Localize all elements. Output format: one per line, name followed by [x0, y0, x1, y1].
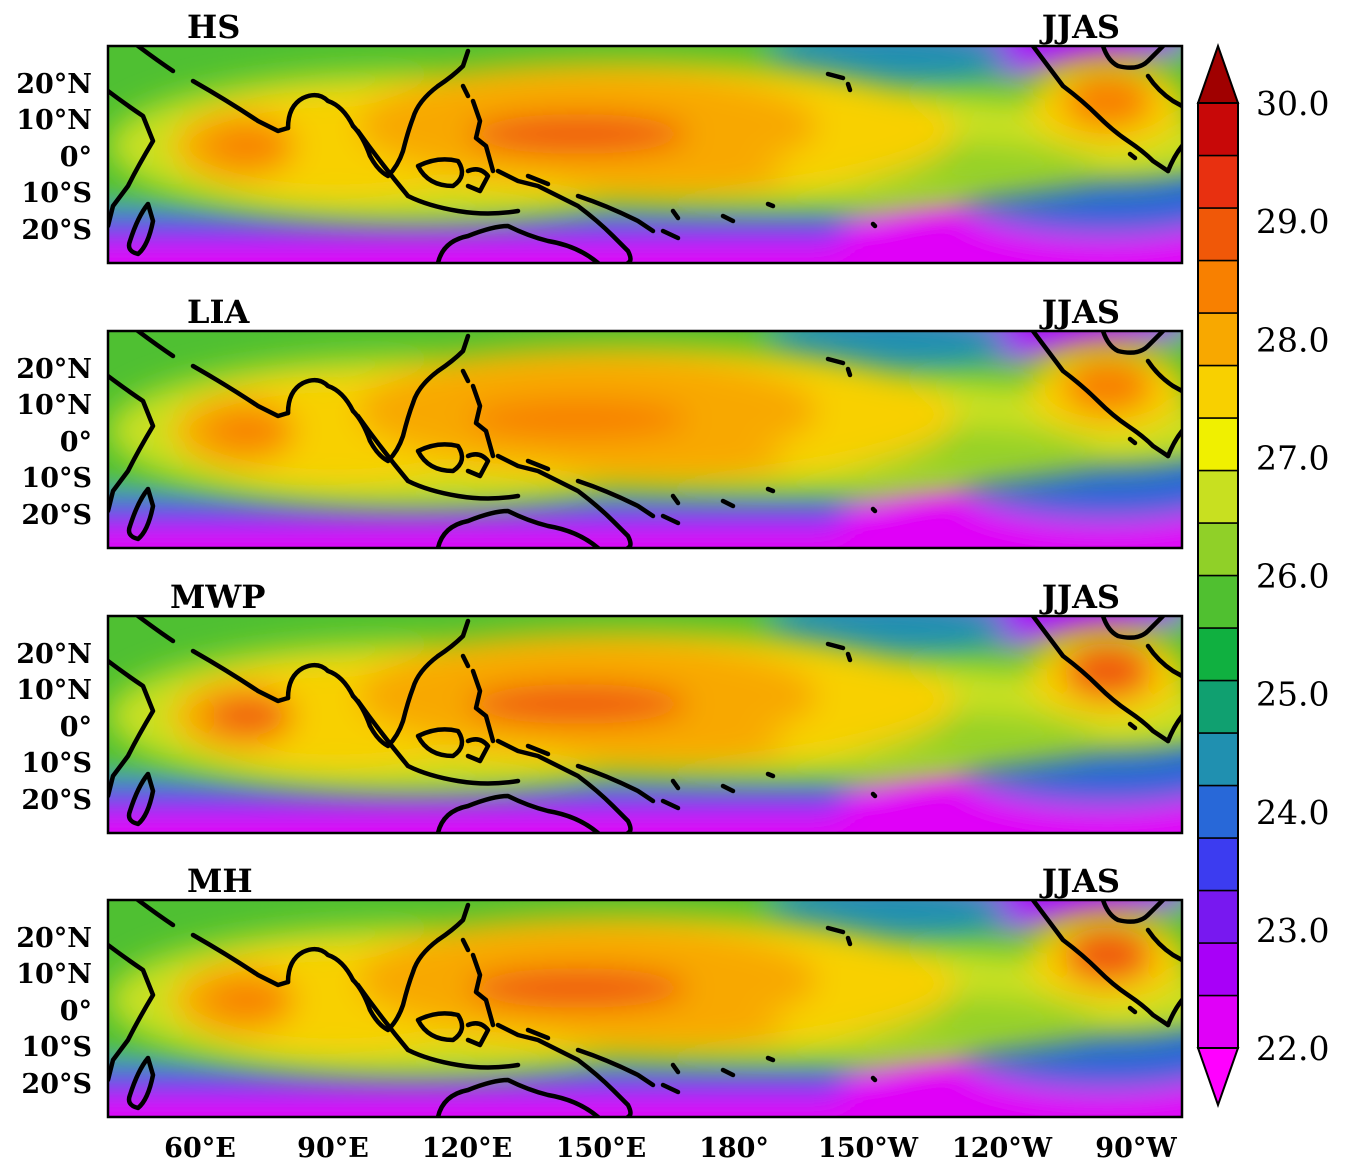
colorbar-bin: [1197, 469, 1239, 524]
lat-tick-label: 10°N: [16, 675, 92, 706]
lat-tick-label: 10°N: [16, 105, 92, 136]
panel-title: MH: [187, 862, 253, 900]
colorbar: 30.0 29.0 28.0 27.0 26.0 25.0 24.0 23.0 22.0: [1196, 42, 1329, 1109]
panel-frame: [106, 44, 1184, 265]
colorbar-bin: [1197, 312, 1239, 367]
lat-tick-label: 20°N: [16, 639, 92, 670]
lat-tick-label: 20°S: [21, 785, 92, 816]
colorbar-bin: [1197, 154, 1239, 209]
panel-frame: [106, 614, 1184, 835]
colorbar-label: 22.0: [1256, 1029, 1329, 1068]
colorbar-label: 25.0: [1256, 675, 1329, 714]
lat-tick-label: 0°: [60, 712, 92, 743]
colorbar-label: 28.0: [1256, 320, 1329, 359]
lon-tick-label: 60°E: [164, 1133, 236, 1164]
lat-tick-label: 0°: [60, 142, 92, 173]
colorbar-bin: [1197, 364, 1239, 419]
colorbar-bin: [1197, 574, 1239, 629]
lon-tick-label: 120°W: [952, 1133, 1053, 1164]
colorbar-under-triangle: [1196, 1047, 1240, 1109]
colorbar-bin: [1197, 837, 1239, 892]
lat-tick-label: 10°N: [16, 959, 92, 990]
colorbar-bin: [1197, 784, 1239, 839]
colorbar-label: 26.0: [1256, 557, 1329, 596]
lat-tick-label: 20°N: [16, 354, 92, 385]
lon-tick-label: 90°W: [1095, 1133, 1177, 1164]
lat-tick-label: 10°S: [21, 748, 92, 779]
lat-tick-label: 20°S: [21, 215, 92, 246]
colorbar-bin: [1197, 417, 1239, 472]
lat-tick-label: 10°N: [16, 390, 92, 421]
panel-mh: MH JJAS 20°N 10°N 0° 10°S 20°S: [16, 862, 1184, 1119]
lat-tick-label: 0°: [60, 996, 92, 1027]
colorbar-over-triangle: [1196, 42, 1240, 104]
lat-tick-label: 10°S: [21, 463, 92, 494]
panel-season-label: JJAS: [1039, 578, 1120, 616]
colorbar-label: 24.0: [1256, 793, 1329, 832]
panel-frame: [106, 329, 1184, 550]
colorbar-bin: [1197, 994, 1239, 1049]
colorbar-bin: [1197, 942, 1239, 997]
panel-frame: [106, 898, 1184, 1119]
colorbar-bin: [1197, 679, 1239, 734]
colorbar-bin: [1197, 627, 1239, 682]
panel-lia: LIA JJAS 20°N 10°N 0° 10°S 20°S: [16, 293, 1184, 550]
panel-hs: HS JJAS 20°N 10°N 0° 10°S 20°S: [16, 8, 1184, 265]
panel-season-label: JJAS: [1039, 293, 1120, 331]
lon-tick-label: 120°E: [422, 1133, 512, 1164]
lon-tick-label: 90°E: [297, 1133, 369, 1164]
colorbar-bin: [1197, 522, 1239, 577]
colorbar-bin: [1197, 732, 1239, 787]
colorbar-bin: [1197, 102, 1239, 157]
lat-tick-label: 20°N: [16, 69, 92, 100]
lat-tick-label: 20°S: [21, 1069, 92, 1100]
colorbar-label: 29.0: [1256, 202, 1329, 241]
panel-mwp: MWP JJAS 20°N 10°N 0° 10°S 20°S: [16, 578, 1184, 835]
lat-tick-label: 20°N: [16, 923, 92, 954]
panel-title: HS: [187, 8, 240, 46]
colorbar-bin: [1197, 259, 1239, 314]
lat-tick-label: 20°S: [21, 500, 92, 531]
colorbar-label: 27.0: [1256, 438, 1329, 477]
lon-tick-label: 150°W: [818, 1133, 919, 1164]
lat-tick-label: 0°: [60, 427, 92, 458]
panel-season-label: JJAS: [1039, 8, 1120, 46]
lat-tick-label: 10°S: [21, 1032, 92, 1063]
lon-tick-label: 150°E: [556, 1133, 646, 1164]
colorbar-bin: [1197, 207, 1239, 262]
lat-tick-label: 10°S: [21, 178, 92, 209]
lon-tick-label: 180°: [699, 1133, 769, 1164]
panel-title: MWP: [170, 578, 265, 616]
colorbar-bin: [1197, 889, 1239, 944]
panel-title: LIA: [187, 293, 250, 331]
colorbar-label: 30.0: [1256, 84, 1329, 123]
panel-season-label: JJAS: [1039, 862, 1120, 900]
colorbar-label: 23.0: [1256, 911, 1329, 950]
